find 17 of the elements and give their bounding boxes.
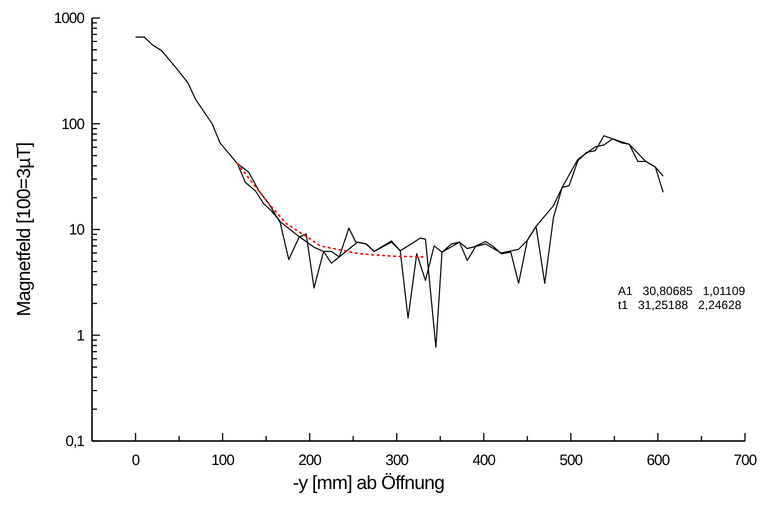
x-tick-label: 400 [472,452,496,469]
annotation: t1 31,25188 2,24628 [618,298,742,312]
x-tick-label: 100 [211,452,234,469]
y-tick-label: 1000 [54,10,84,27]
y-tick-label: 100 [61,116,84,133]
x-tick-label: 700 [734,452,757,469]
x-axis-title: -y [mm] ab Öffnung [292,473,444,494]
y-tick-label: 0,1 [66,433,84,450]
x-tick-label: 500 [560,452,583,469]
y-tick-label: 1 [76,327,84,344]
x-tick-label: 200 [298,452,322,469]
x-tick-label: 0 [132,452,140,469]
y-axis-title: Magnetfeld [100=3µT] [14,142,35,316]
x-tick-label: 600 [646,452,670,469]
annotation: A1 30,80685 1,01109 [618,284,746,298]
y-tick-label: 10 [68,222,84,238]
x-tick-label: 300 [385,452,408,469]
